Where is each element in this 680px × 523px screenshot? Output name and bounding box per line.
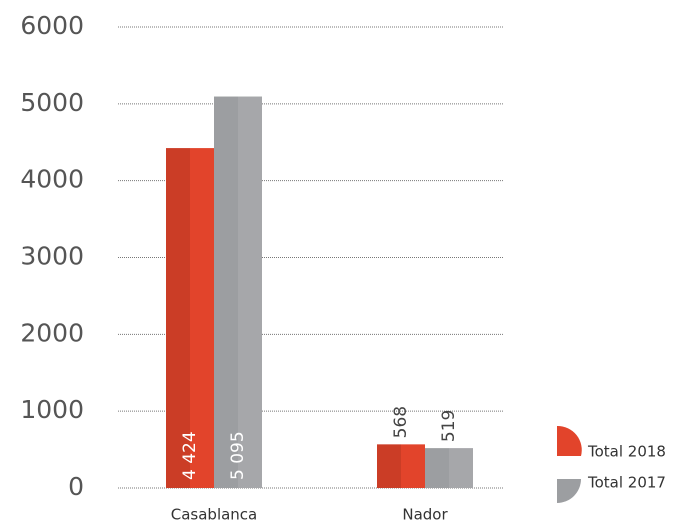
legend-swatch — [557, 425, 582, 456]
legend-label: Total 2018 — [587, 443, 666, 461]
y-tick-label: 1000 — [20, 395, 84, 424]
legend-swatch — [557, 479, 581, 503]
bar — [377, 444, 425, 488]
bar-shade — [238, 96, 262, 488]
value-label: 519 — [439, 410, 459, 442]
y-tick-label: 2000 — [20, 318, 84, 347]
legend-label: Total 2017 — [587, 474, 666, 492]
value-label: 5 095 — [228, 431, 248, 480]
bar — [214, 96, 262, 488]
bar-shade — [449, 448, 473, 488]
bar — [425, 448, 473, 488]
bar-shade — [166, 148, 190, 488]
y-tick-label: 6000 — [20, 11, 84, 40]
y-tick-label: 5000 — [20, 88, 84, 117]
value-label: 4 424 — [180, 431, 200, 480]
y-tick-label: 3000 — [20, 242, 84, 271]
y-tick-label: 4000 — [20, 165, 84, 194]
bar — [166, 148, 214, 488]
x-tick-label: Nador — [402, 506, 448, 523]
y-tick-label: 0 — [68, 472, 84, 501]
x-tick-label: Casablanca — [171, 506, 258, 523]
value-label: 568 — [391, 406, 411, 438]
bar-shade — [377, 444, 401, 488]
